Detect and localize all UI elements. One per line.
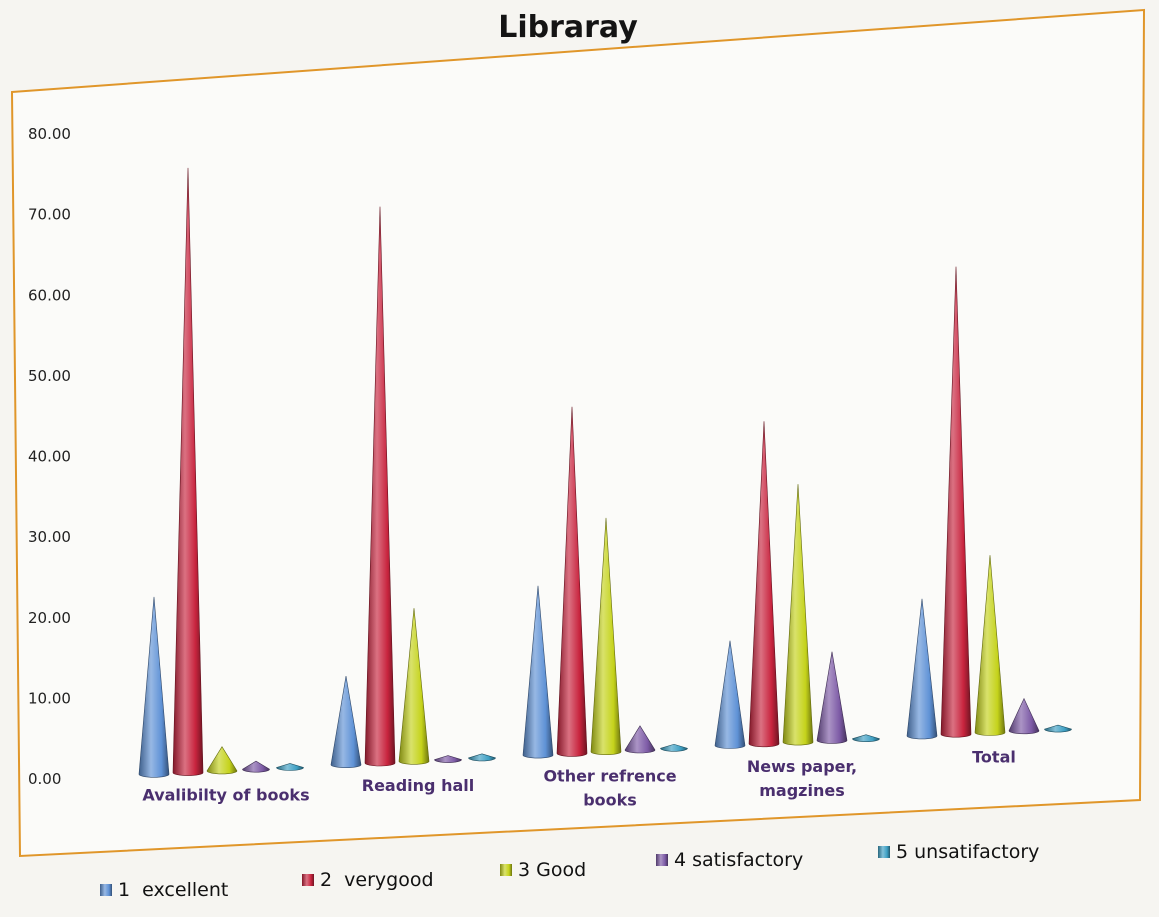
cone-1-excellent-other-refrence-books xyxy=(522,585,554,759)
cone-4-satisfactory-reading-hall xyxy=(434,755,462,763)
series-group xyxy=(138,167,1072,778)
legend-swatch xyxy=(878,846,890,858)
legend-label: 4 satisfactory xyxy=(674,849,803,871)
y-tick-label: 30.00 xyxy=(28,528,71,546)
cone-5-unsatifactory-total xyxy=(1044,724,1072,733)
cone-3-good-reading-hall xyxy=(398,608,430,765)
x-tick-label: Other refrence books xyxy=(543,767,676,810)
x-tick-label: Reading hall xyxy=(362,776,474,795)
legend-swatch xyxy=(500,864,512,876)
x-axis: Avalibilty of books Reading hall Other ref… xyxy=(142,747,1015,809)
cone-2-verygood-total xyxy=(940,266,972,738)
legend-item-1-excellent: 1 excellent xyxy=(100,879,228,901)
x-tick-label: Total xyxy=(972,747,1016,766)
y-tick-label: 80.00 xyxy=(28,125,71,143)
cone-3-good-news-paper-magzines xyxy=(782,484,814,746)
legend-item-2-verygood: 2 verygood xyxy=(302,869,434,891)
cone-5-unsatifactory-other-refrence-books xyxy=(660,743,688,752)
y-tick-label: 60.00 xyxy=(28,286,71,304)
cone-1-excellent-news-paper-magzines xyxy=(714,640,746,749)
cone-2-verygood-other-refrence-books xyxy=(556,406,588,757)
plot-area-border xyxy=(10,8,1146,858)
y-axis: 0.00 10.00 20.00 30.00 40.00 50.00 60.00 70.00 8… xyxy=(28,125,71,788)
legend-swatch xyxy=(656,854,668,866)
cone-1-excellent-reading-hall xyxy=(330,675,362,768)
cone-5-unsatifactory-news-paper-magzines xyxy=(852,734,880,742)
y-tick-label: 50.00 xyxy=(28,367,71,385)
x-tick-label: News paper, magzines xyxy=(747,757,857,800)
legend-item-4-satisfactory: 4 satisfactory xyxy=(656,849,803,871)
cone-5-unsatifactory-reading-hall xyxy=(468,753,496,762)
cone-3-good-total xyxy=(974,555,1006,736)
y-tick-label: 20.00 xyxy=(28,609,71,627)
legend-swatch xyxy=(302,874,314,886)
legend-item-3-good: 3 Good xyxy=(500,859,586,881)
y-tick-label: 10.00 xyxy=(28,689,71,707)
cone-4-satisfactory-other-refrence-books xyxy=(624,725,656,754)
cone-2-verygood-reading-hall xyxy=(364,206,396,767)
chart-title: Libraray xyxy=(498,10,638,45)
y-tick-label: 70.00 xyxy=(28,206,71,224)
cone-2-verygood-news-paper-magzines xyxy=(748,421,780,748)
legend: 1 excellent 2 verygood 3 Good 4 satisfactor… xyxy=(100,841,1039,901)
legend-swatch xyxy=(100,884,112,896)
legend-label: 5 unsatifactory xyxy=(896,841,1039,863)
y-tick-label: 0.00 xyxy=(28,770,61,788)
cone-1-excellent-total xyxy=(906,598,938,740)
cone-4-satisfactory-avalibilty-of-books xyxy=(242,760,270,773)
legend-label: 2 verygood xyxy=(320,869,434,891)
cone-2-verygood-avalibilty-of-books xyxy=(172,167,204,776)
legend-item-5-unsatifactory: 5 unsatifactory xyxy=(878,841,1039,863)
cone-5-unsatifactory-avalibilty-of-books xyxy=(276,763,304,771)
cone-1-excellent-avalibilty-of-books xyxy=(138,596,170,778)
legend-label: 3 Good xyxy=(518,859,586,881)
cone-4-satisfactory-news-paper-magzines xyxy=(816,651,848,744)
y-tick-label: 40.00 xyxy=(28,448,71,466)
x-tick-label: Avalibilty of books xyxy=(142,786,309,805)
cone-3-good-other-refrence-books xyxy=(590,517,622,755)
cone-3-good-avalibilty-of-books xyxy=(206,746,238,775)
cone-4-satisfactory-total xyxy=(1008,697,1040,735)
legend-label: 1 excellent xyxy=(118,879,228,901)
